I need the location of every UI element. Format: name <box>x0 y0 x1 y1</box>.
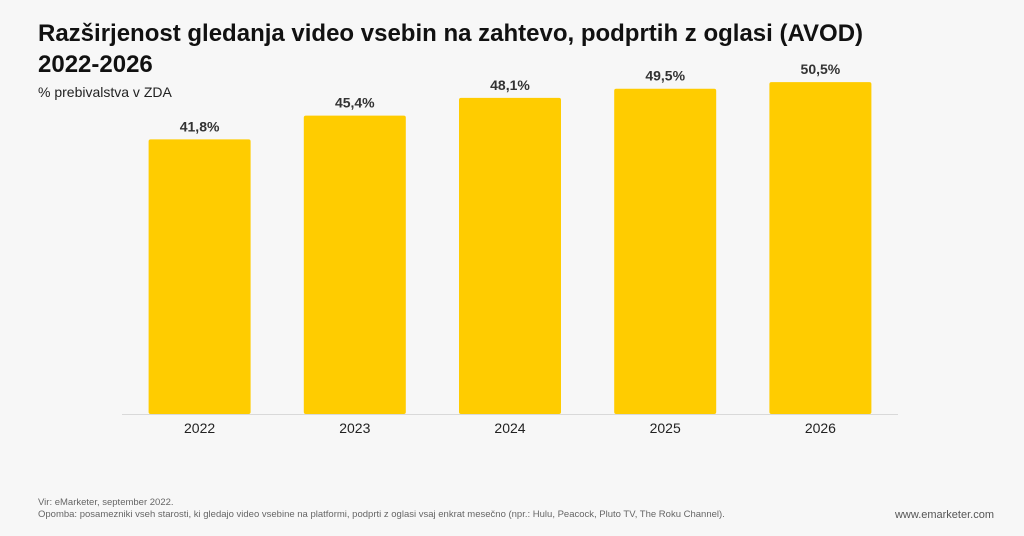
x-tick-label-2022: 2022 <box>184 420 215 436</box>
chart-title: Razširjenost gledanja video vsebin na za… <box>38 18 938 80</box>
methodology-note: Opomba: posamezniki vseh starosti, ki gl… <box>38 509 725 520</box>
footnote: Vir: eMarketer, september 2022. Opomba: … <box>38 497 725 521</box>
x-tick-label-2025: 2025 <box>650 420 681 436</box>
data-label-2025: 49,5% <box>645 68 685 84</box>
source-note: Vir: eMarketer, september 2022. <box>38 497 174 508</box>
data-label-2022: 41,8% <box>180 118 220 134</box>
bar-2023 <box>303 115 406 415</box>
x-tick-label-2026: 2026 <box>805 420 836 436</box>
bar-2025 <box>614 88 717 414</box>
data-label-2026: 50,5% <box>801 61 841 77</box>
bar-2022 <box>148 139 251 415</box>
data-label-2024: 48,1% <box>490 77 530 93</box>
bar-2024 <box>459 97 561 415</box>
data-label-2023: 45,4% <box>335 95 375 111</box>
x-tick-label-2024: 2024 <box>494 420 525 436</box>
chart-title-line2: 2022-2026 <box>38 51 153 78</box>
x-tick-label-2023: 2023 <box>339 420 370 436</box>
bar-2026 <box>769 82 872 415</box>
brand-url[interactable]: www.emarketer.com <box>894 509 994 521</box>
chart-subtitle: % prebivalstva v ZDA <box>38 84 172 100</box>
chart-title-line1: Razširjenost gledanja video vsebin na za… <box>38 20 864 47</box>
